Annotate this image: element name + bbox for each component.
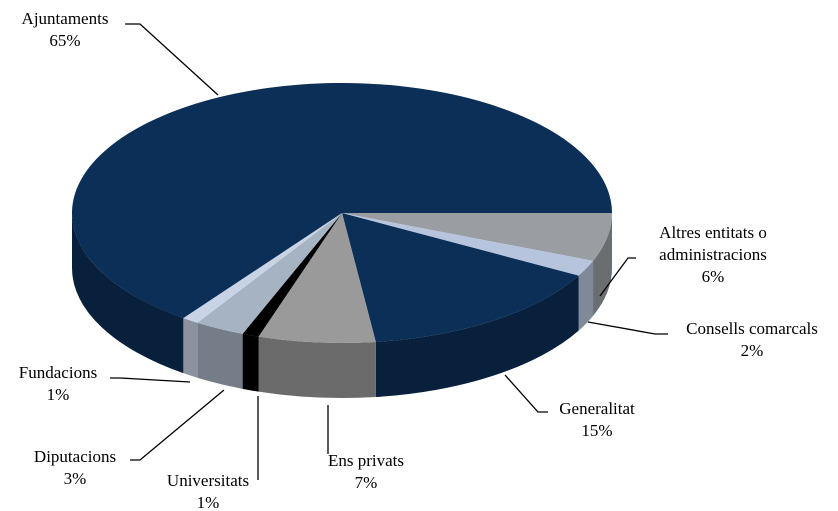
side-shade	[183, 318, 198, 378]
slice-side	[258, 336, 376, 398]
category-label: Consells comarcals	[686, 319, 818, 338]
slice-side	[72, 213, 184, 374]
category-label: Universitats	[166, 471, 250, 490]
data-label: Generalitat 15%	[559, 398, 635, 442]
leader	[110, 377, 191, 383]
slice	[258, 213, 376, 343]
data-label: Consells comarcals 2%	[686, 318, 818, 362]
side-shade	[578, 260, 594, 331]
category-label: Altres entitats o administracions	[659, 223, 767, 264]
slice-side	[242, 333, 259, 392]
category-label: Ajuntaments	[21, 9, 109, 28]
percent-label: 65%	[49, 31, 81, 50]
percent-label: 1%	[46, 385, 70, 404]
slice	[242, 213, 342, 337]
slice-side	[578, 260, 594, 331]
leader	[504, 374, 548, 413]
slice-side	[593, 213, 612, 316]
percent-label: 1%	[196, 493, 220, 511]
category-label: Diputacions	[33, 447, 117, 466]
slice-side	[197, 322, 243, 389]
slice	[342, 213, 594, 276]
percent-label: 7%	[354, 473, 378, 492]
percent-label: 3%	[63, 469, 87, 488]
slice-side	[375, 275, 579, 397]
data-label: Ajuntaments 65%	[22, 8, 109, 52]
leader-lines	[110, 23, 668, 480]
data-label: Fundacions 1%	[19, 362, 97, 406]
pie	[71, 83, 613, 398]
side-shade	[197, 322, 243, 389]
leader	[599, 257, 636, 297]
slice	[342, 213, 612, 261]
data-label: Diputacions 3%	[34, 446, 116, 490]
side-shade	[242, 333, 259, 392]
slice	[183, 213, 342, 323]
leader	[130, 389, 225, 461]
data-label: Ens privats 7%	[328, 450, 404, 494]
slice-side	[183, 318, 198, 378]
category-label: Generalitat	[559, 399, 635, 418]
slice	[342, 213, 579, 342]
data-label: Universitats 1%	[167, 470, 249, 511]
category-label: Fundacions	[18, 363, 98, 382]
slice	[197, 213, 342, 334]
side-shade	[593, 213, 612, 316]
side-shade	[72, 213, 184, 374]
leader	[587, 321, 668, 335]
data-label: Altres entitats o administracions 6%	[628, 222, 798, 288]
category-label: Ens privats	[327, 451, 405, 470]
leader	[125, 23, 219, 96]
percent-label: 6%	[701, 267, 725, 286]
slice	[71, 83, 613, 319]
percent-label: 2%	[740, 341, 764, 360]
percent-label: 15%	[581, 421, 613, 440]
side-shade	[375, 275, 579, 397]
side-shade	[258, 336, 376, 398]
